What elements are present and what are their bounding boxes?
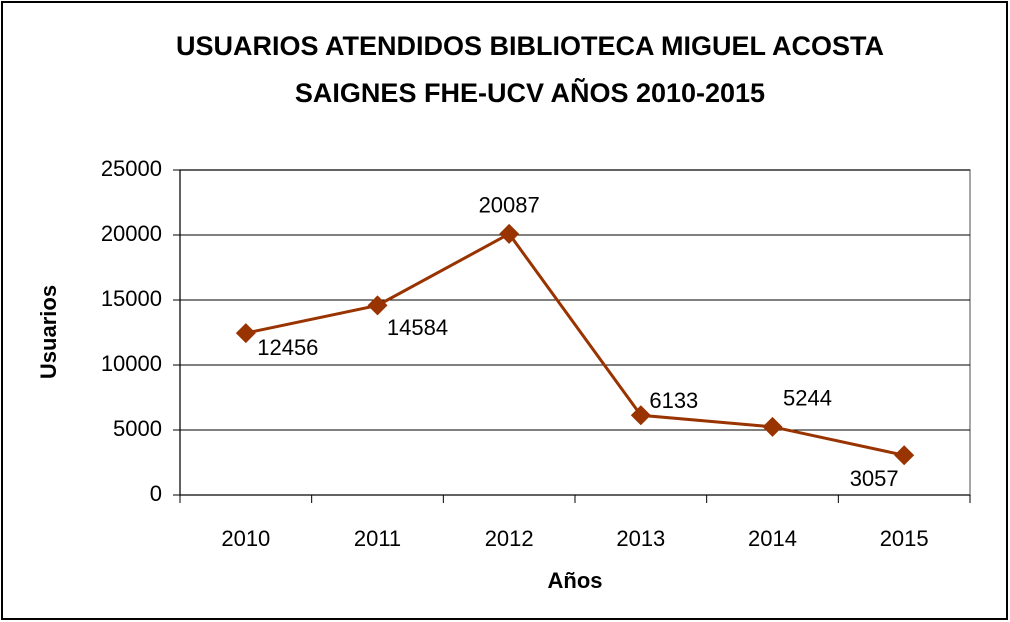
- x-axis-title: Años: [548, 568, 603, 593]
- data-label: 14584: [387, 315, 448, 340]
- plot-area: [179, 169, 971, 496]
- x-tick-label: 2011: [354, 526, 401, 551]
- y-tick-label: 15000: [101, 286, 162, 311]
- y-tick-label: 20000: [101, 221, 162, 246]
- data-label: 20087: [479, 193, 540, 218]
- y-axis-title: Usuarios: [36, 285, 61, 379]
- data-label: 6133: [649, 388, 698, 413]
- x-tick-label: 2010: [221, 526, 270, 551]
- data-line: [245, 231, 905, 457]
- data-label: 3057: [850, 466, 899, 491]
- chart-title: USUARIOS ATENDIDOS BIBLIOTECA MIGUEL ACO…: [176, 31, 884, 61]
- data-label: 12456: [257, 335, 318, 360]
- data-point: [235, 323, 256, 344]
- data-point: [367, 295, 388, 316]
- chart-title: SAIGNES FHE-UCV AÑOS 2010-2015: [295, 77, 765, 108]
- data-point: [630, 405, 651, 426]
- x-tick-label: 2012: [485, 526, 534, 551]
- x-tick-label: 2013: [616, 526, 665, 551]
- y-tick-label: 0: [150, 481, 162, 506]
- data-label: 5244: [783, 386, 832, 411]
- y-tick-label: 25000: [101, 156, 162, 181]
- data-point: [499, 223, 520, 244]
- y-tick-label: 10000: [101, 351, 162, 376]
- x-tick-label: 2015: [880, 526, 929, 551]
- y-tick-label: 5000: [113, 416, 162, 441]
- x-tick-label: 2014: [748, 526, 797, 551]
- data-point: [762, 416, 783, 437]
- data-point: [894, 445, 915, 466]
